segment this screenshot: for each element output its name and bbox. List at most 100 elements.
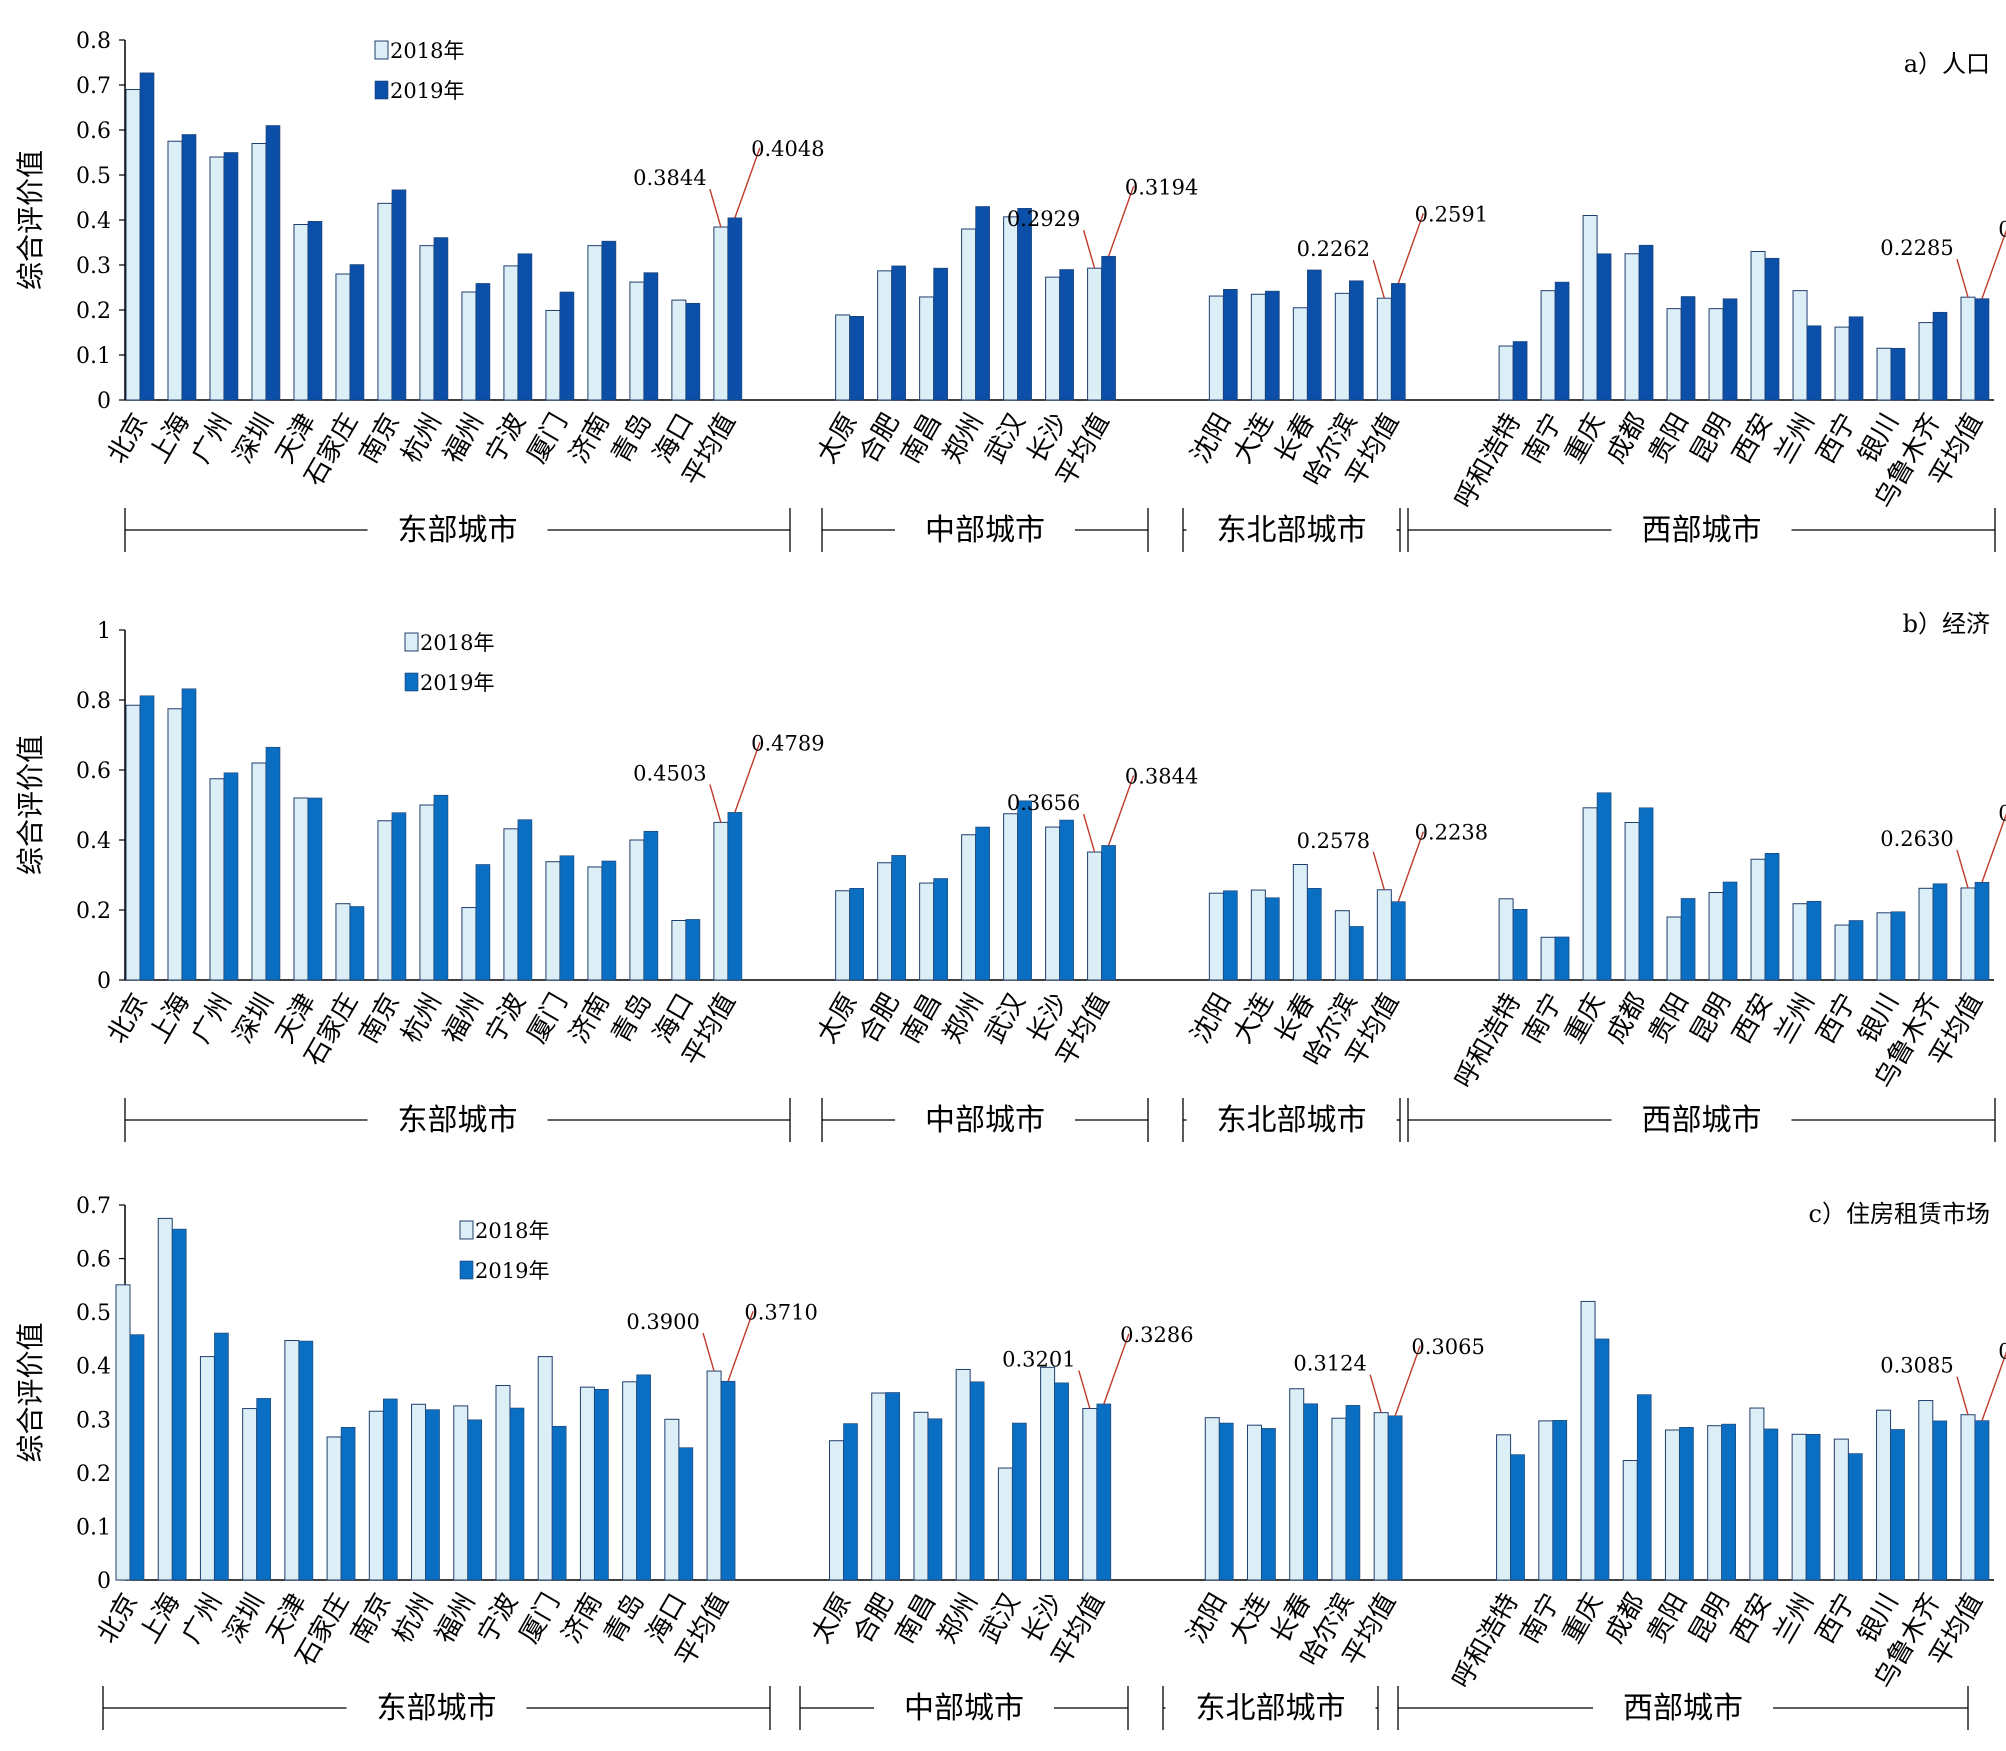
bar-2019 <box>517 253 533 401</box>
bar-2019 <box>1932 311 1948 401</box>
y-tick-label: 0.8 <box>76 689 111 714</box>
y-tick-label: 0.8 <box>76 29 111 54</box>
bar-2018 <box>877 862 893 981</box>
bar-2018 <box>1580 1300 1596 1581</box>
bar-2019 <box>181 134 197 401</box>
bar-2019 <box>1223 890 1238 981</box>
y-tick-label: 0.5 <box>76 1301 111 1326</box>
bar-2019 <box>1805 1433 1821 1581</box>
legend-swatch-2019 <box>374 80 389 100</box>
bar-2018 <box>209 778 225 981</box>
bar-2019 <box>1722 881 1738 981</box>
x-tick-label: 宁波 <box>480 409 532 469</box>
x-tick-label: 郑州 <box>938 989 990 1049</box>
y-tick-label: 0.5 <box>76 164 111 189</box>
bar-2018 <box>1208 892 1224 981</box>
bar-2018 <box>1876 912 1892 981</box>
bar-2019 <box>1806 900 1822 981</box>
x-tick-label: 南京 <box>354 409 406 469</box>
bar-2019 <box>349 906 365 981</box>
annotation-leader <box>1372 851 1385 890</box>
bar-2018 <box>545 309 561 401</box>
bar-2018 <box>713 821 729 981</box>
y-tick-label: 0.7 <box>76 74 111 99</box>
x-tick-label: 呼和浩特 <box>1447 1589 1525 1694</box>
annotation-leader <box>1394 1345 1421 1417</box>
bar-2019 <box>475 864 491 981</box>
bar-2019 <box>601 240 617 401</box>
x-tick-label: 济南 <box>564 409 616 469</box>
x-tick-label: 合肥 <box>854 409 906 469</box>
bar-2019 <box>1806 325 1822 401</box>
x-tick-label: 昆明 <box>1684 1589 1736 1649</box>
bar-2018 <box>1373 1412 1389 1581</box>
x-tick-label: 重庆 <box>1557 1589 1609 1649</box>
annotation-leader <box>709 188 722 228</box>
chart-panel-1: 00.10.20.30.40.50.60.70.8综合评价值a）人口2018年2… <box>14 29 2006 552</box>
bar-2019 <box>643 272 659 401</box>
bar-2018 <box>503 265 519 401</box>
x-tick-label: 上海 <box>144 989 196 1049</box>
bar-2019 <box>1017 800 1032 981</box>
bar-2018 <box>293 224 309 401</box>
chart-panel-2: 0 0.2 0.4 0.6 0.8 1 综合评价值 b）经济 2018年 2019年北京上海广州深… <box>14 610 2006 1142</box>
annotation-leader <box>1078 1370 1091 1409</box>
bar-2019 <box>1974 298 1990 401</box>
x-tick-label: 南宁 <box>1517 989 1569 1049</box>
bar-2018 <box>829 1440 845 1581</box>
legend-swatch-2019 <box>459 1260 474 1280</box>
annotation-leader <box>1107 186 1135 257</box>
y-tick-label: 0.4 <box>76 209 111 234</box>
bar-2018 <box>209 156 225 401</box>
bar-2018 <box>1204 1417 1220 1581</box>
bar-2018 <box>1622 1460 1638 1581</box>
region-bracket: 中部城市 <box>821 1098 1149 1142</box>
annotation-leader <box>1956 1376 1969 1415</box>
bar-2019 <box>933 267 948 401</box>
bar-2018 <box>587 866 603 981</box>
chart-title: b）经济 <box>1903 610 1990 638</box>
bar-2018 <box>1708 892 1724 981</box>
x-tick-label: 沈阳 <box>1181 1589 1233 1649</box>
annotation-value-label: 0.2238 <box>1415 821 1488 845</box>
bar-2018 <box>1334 910 1350 981</box>
bar-2018 <box>1045 826 1061 981</box>
bar-2018 <box>1918 322 1934 401</box>
y-tick-label: 0 <box>97 1569 111 1594</box>
bar-2018 <box>1708 308 1724 401</box>
bar-2019 <box>181 688 197 981</box>
bar-2019 <box>1218 1422 1234 1581</box>
annotation-leader <box>1397 831 1424 902</box>
bar-2019 <box>1638 244 1654 401</box>
bar-2019 <box>975 826 990 981</box>
bar-2019 <box>1890 1429 1905 1581</box>
bar-2019 <box>391 812 407 981</box>
bar-2019 <box>1764 257 1780 401</box>
bar-2018 <box>1538 1420 1554 1581</box>
x-tick-label: 成都 <box>1601 989 1653 1049</box>
bar-2018 <box>671 299 687 401</box>
bar-2019 <box>1848 1453 1863 1581</box>
bar-2019 <box>1722 298 1738 401</box>
bar-2019 <box>1303 1403 1319 1581</box>
x-tick-label: 杭州 <box>396 409 448 469</box>
bar-2018 <box>1960 887 1976 981</box>
chart-panel-3: 0 0.1 0.2 0.3 0.4 0.5 0.6 0.7 综合评价值 c）住房租赁市场 2018年… <box>14 1194 2006 1730</box>
region-bracket: 东北部城市 <box>1162 1686 1379 1730</box>
bar-2019 <box>849 315 864 401</box>
bar-2019 <box>139 72 155 401</box>
bar-2019 <box>551 1425 567 1581</box>
y-tick-label: 0.4 <box>76 1355 111 1380</box>
bar-2018 <box>419 245 435 401</box>
bar-2019 <box>467 1419 483 1581</box>
x-tick-label: 昆明 <box>1685 989 1737 1049</box>
bar-2019 <box>1059 269 1074 401</box>
annotation-value-label: 0.3710 <box>744 1300 817 1324</box>
bar-2018 <box>961 834 977 981</box>
bar-2019 <box>975 206 990 401</box>
x-tick-label: 武汉 <box>974 1589 1026 1649</box>
bar-2018 <box>335 903 351 981</box>
bar-2018 <box>713 226 729 401</box>
bar-2019 <box>1512 908 1528 981</box>
bar-2019 <box>517 819 533 981</box>
